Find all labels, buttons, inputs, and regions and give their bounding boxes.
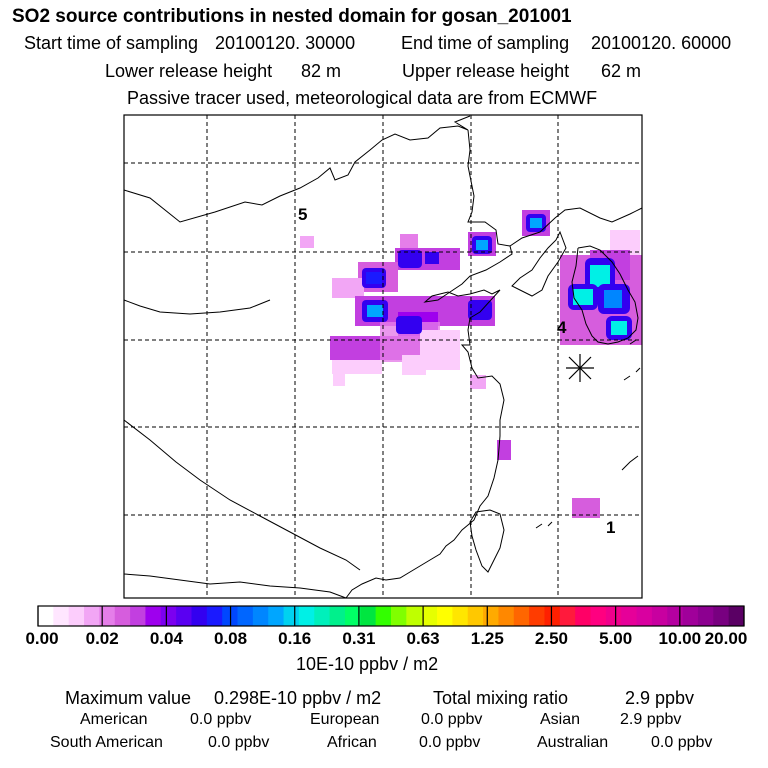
colorbar-cell bbox=[713, 606, 730, 626]
start-time-label: Start time of sampling bbox=[24, 33, 199, 53]
colorbar-cell bbox=[605, 606, 622, 626]
colorbar-cell bbox=[421, 606, 438, 626]
total-mixing-value: 2.9 ppbv bbox=[625, 688, 695, 708]
colorbar-cell bbox=[360, 606, 377, 626]
colorbar-cell bbox=[452, 606, 469, 626]
region-value: 0.0 ppbv bbox=[651, 734, 713, 751]
colorbar-cell bbox=[314, 606, 331, 626]
colorbar-cell bbox=[651, 606, 668, 626]
receptor-star-icon bbox=[566, 354, 594, 382]
colorbar-cell bbox=[114, 606, 131, 626]
colorbar-cell bbox=[252, 606, 269, 626]
colorbar-cell bbox=[375, 606, 392, 626]
colorbar-cell bbox=[53, 606, 70, 626]
max-value-label: Maximum value bbox=[65, 688, 192, 708]
colorbar-cell bbox=[483, 606, 499, 626]
colorbar-unit: 10E-10 ppbv / m2 bbox=[296, 654, 439, 674]
colorbar-cell bbox=[682, 606, 699, 626]
colorbar-cell bbox=[575, 606, 592, 626]
colorbar-cell bbox=[160, 606, 177, 626]
end-time-label: End time of sampling bbox=[401, 33, 570, 53]
end-time-value: 20100120. 60000 bbox=[591, 33, 732, 53]
colorbar-cell bbox=[697, 606, 714, 626]
map-frame bbox=[123, 114, 643, 599]
colorbar-tick-label: 0.63 bbox=[406, 629, 440, 648]
colorbar-cell bbox=[529, 606, 545, 626]
max-value: 0.298E-10 ppbv / m2 bbox=[214, 688, 382, 708]
colorbar-cell bbox=[621, 606, 638, 626]
colorbar-cell bbox=[191, 606, 208, 626]
region-name: Australian bbox=[537, 734, 609, 751]
colorbar-tick-label: 0.00 bbox=[25, 629, 59, 648]
colorbar-cell bbox=[206, 606, 223, 626]
colorbar-cell bbox=[99, 606, 116, 626]
start-time-value: 20100120. 30000 bbox=[215, 33, 356, 53]
colorbar-cell bbox=[84, 606, 100, 626]
region-value: 0.0 ppbv bbox=[419, 734, 481, 751]
colorbar-cell bbox=[728, 606, 745, 626]
region-name: Asian bbox=[540, 711, 581, 728]
region-name: South American bbox=[50, 734, 163, 751]
colorbar-cell bbox=[544, 606, 561, 626]
colorbar-cell bbox=[176, 606, 192, 626]
marker-1: 1 bbox=[606, 518, 615, 537]
marker-5: 5 bbox=[298, 205, 307, 224]
data-source-note: Passive tracer used, meteorological data… bbox=[127, 88, 598, 108]
colorbar-tick-label: 1.25 bbox=[470, 629, 504, 648]
colorbar-tick-label: 0.02 bbox=[85, 629, 119, 648]
upper-height-value: 62 m bbox=[601, 61, 642, 81]
region-name: African bbox=[327, 734, 377, 751]
upper-height-label: Upper release height bbox=[402, 61, 570, 81]
colorbar-cell bbox=[467, 606, 484, 626]
colorbar-cell bbox=[437, 606, 453, 626]
colorbar-cell bbox=[38, 606, 54, 626]
colorbar-cell bbox=[130, 606, 146, 626]
colorbar-tick-label: 2.50 bbox=[534, 629, 568, 648]
plot-title: SO2 source contributions in nested domai… bbox=[12, 6, 572, 27]
colorbar-cell bbox=[298, 606, 315, 626]
colorbar-cell bbox=[283, 606, 300, 626]
colorbar-cell bbox=[268, 606, 285, 626]
region-value: 0.0 ppbv bbox=[190, 711, 252, 728]
colorbar-tick-label: 0.08 bbox=[213, 629, 248, 648]
region-name: European bbox=[310, 711, 380, 728]
colorbar-cell bbox=[237, 606, 254, 626]
colorbar-tick-label: 0.31 bbox=[342, 629, 376, 648]
concentration-field bbox=[300, 210, 642, 518]
lower-height-label: Lower release height bbox=[105, 61, 273, 81]
region-value: 2.9 ppbv bbox=[620, 711, 682, 728]
colorbar-tick-label: 20.00 bbox=[704, 629, 748, 648]
colorbar-cell bbox=[391, 606, 407, 626]
lower-height-value: 82 m bbox=[301, 61, 342, 81]
colorbar-cell bbox=[145, 606, 162, 626]
region-name: American bbox=[80, 711, 148, 728]
region-value: 0.0 ppbv bbox=[208, 734, 270, 751]
colorbar-cell bbox=[559, 606, 576, 626]
colorbar-tick-label: 0.04 bbox=[149, 629, 183, 648]
colorbar-cell bbox=[590, 606, 607, 626]
colorbar-cell bbox=[68, 606, 85, 626]
colorbar-cell bbox=[667, 606, 684, 626]
colorbar-tick-label: 10.00 bbox=[658, 629, 702, 648]
colorbar-cell bbox=[498, 606, 515, 626]
colorbar-cell bbox=[329, 606, 346, 626]
colorbar-cell bbox=[344, 606, 361, 626]
colorbar-cell bbox=[636, 606, 653, 626]
marker-4: 4 bbox=[557, 318, 567, 337]
region-value: 0.0 ppbv bbox=[421, 711, 483, 728]
colorbar-tick-label: 5.00 bbox=[599, 629, 633, 648]
total-mixing-label: Total mixing ratio bbox=[433, 688, 569, 708]
grid-lines bbox=[124, 115, 642, 598]
colorbar-cell bbox=[406, 606, 423, 626]
colorbar-cell bbox=[513, 606, 530, 626]
colorbar-tick-label: 0.16 bbox=[278, 629, 312, 648]
